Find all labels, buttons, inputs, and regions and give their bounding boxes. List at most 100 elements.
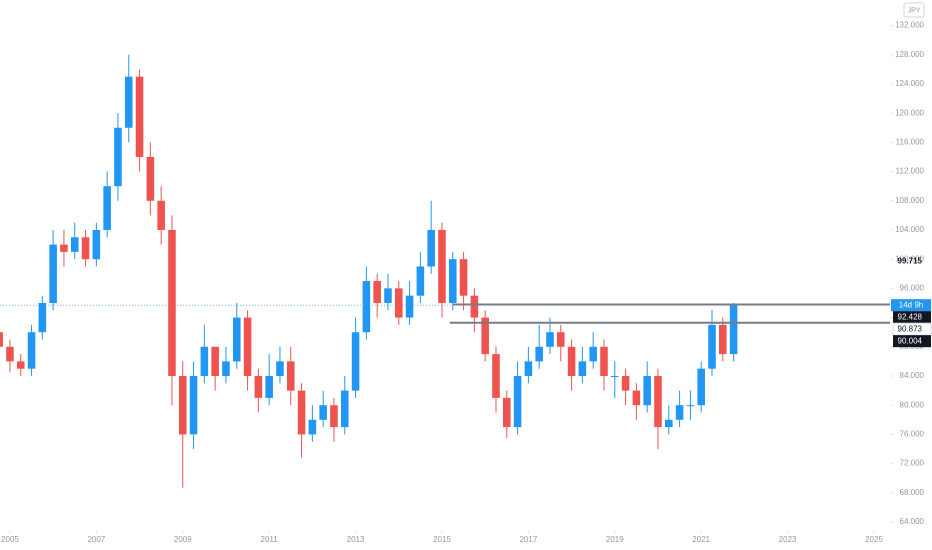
- y-tick-label: 112.000: [896, 167, 925, 176]
- y-tick-label: 128.000: [895, 50, 924, 59]
- y-tick-label: 104.000: [895, 225, 924, 234]
- candle-body: [697, 368, 705, 406]
- candle-body: [600, 346, 608, 376]
- candle-body: [459, 259, 468, 296]
- y-tick-label: 72.000: [900, 459, 925, 468]
- candle-body: [557, 332, 565, 347]
- candle-body: [276, 361, 284, 376]
- candle-body: [621, 375, 630, 391]
- price-badge: [893, 311, 931, 324]
- candle-body: [200, 346, 209, 376]
- candle-body: [49, 244, 57, 303]
- candle-body: [362, 281, 371, 333]
- candle-body: [535, 346, 543, 362]
- candle-body: [438, 229, 446, 303]
- candle-body: [211, 346, 219, 376]
- candle-body: [481, 317, 489, 355]
- y-tick-label: 124.000: [895, 79, 924, 88]
- x-tick-label: 2021: [692, 535, 710, 544]
- candle-body: [330, 405, 338, 428]
- y-tick-label: 64.000: [900, 517, 925, 526]
- candle-body: [265, 375, 273, 398]
- countdown-label: 14d 9h: [899, 300, 923, 309]
- candle-body: [470, 295, 479, 318]
- candle-body: [114, 127, 122, 187]
- candle-body: [384, 288, 392, 303]
- y-tick-label: 68.000: [900, 488, 925, 497]
- candle-body: [373, 281, 381, 303]
- x-tick-label: 2019: [606, 535, 624, 544]
- candle-body: [70, 237, 79, 252]
- candle-body: [103, 186, 111, 230]
- candle-body: [578, 361, 587, 376]
- price-label: 90.004: [898, 336, 923, 345]
- candle-body: [394, 288, 403, 318]
- y-tick-label: 100.000: [895, 254, 924, 263]
- candle-body: [675, 405, 684, 420]
- candle-body: [719, 324, 727, 355]
- candle-body: [16, 361, 25, 369]
- y-tick-label: 132.000: [895, 21, 924, 30]
- candle-body: [405, 295, 414, 318]
- candle-body: [416, 266, 425, 296]
- x-tick-label: 2011: [261, 535, 279, 544]
- currency: JPY: [908, 7, 921, 14]
- price-label: 92.428: [898, 312, 923, 321]
- x-tick-label: 2005: [1, 535, 19, 544]
- candle-body: [319, 405, 327, 420]
- x-tick-label: 2009: [174, 535, 192, 544]
- y-tick-label: 84.000: [900, 371, 925, 380]
- candle-body: [448, 259, 457, 303]
- y-tick-label: 96.000: [900, 283, 925, 292]
- candle-body: [546, 332, 554, 347]
- candle-body: [297, 390, 306, 435]
- x-tick-label: 2013: [347, 535, 365, 544]
- candle-body: [524, 361, 533, 376]
- candle-body: [189, 375, 198, 435]
- candle-body: [243, 317, 252, 376]
- y-tick-label: 108.000: [895, 196, 924, 205]
- x-tick-label: 2017: [519, 535, 537, 544]
- x-tick-label: 2015: [433, 535, 451, 544]
- candle-body: [81, 237, 90, 260]
- candle-body: [611, 375, 619, 377]
- candle-body: [686, 405, 695, 407]
- candle-body: [92, 229, 101, 260]
- y-tick-label: 76.000: [900, 430, 925, 439]
- candle-body: [729, 305, 738, 355]
- candle-body: [135, 76, 144, 157]
- candle-body: [178, 375, 187, 435]
- price-badge: [893, 335, 931, 348]
- candle-body: [427, 229, 435, 267]
- candle-body: [0, 332, 3, 347]
- candle-body: [232, 317, 241, 362]
- candle-body: [654, 375, 662, 428]
- candle-body: [492, 354, 500, 398]
- candle-body: [146, 156, 155, 201]
- candle-body: [351, 332, 360, 391]
- candle-body: [503, 397, 511, 428]
- candle-body: [38, 302, 47, 333]
- currency-badge[interactable]: [903, 2, 925, 18]
- candle-body: [157, 200, 165, 230]
- candle-body: [286, 361, 295, 391]
- y-tick-label: 116.000: [896, 137, 925, 146]
- candle-body: [632, 390, 641, 406]
- candle-body: [513, 375, 522, 428]
- candle-body: [124, 76, 133, 128]
- candle-body: [168, 229, 176, 376]
- candle-body: [665, 419, 673, 428]
- candle-body: [6, 346, 14, 362]
- candle-body: [708, 324, 716, 369]
- candle-body: [589, 346, 597, 362]
- x-tick-label: 2023: [779, 535, 797, 544]
- candle-body: [567, 346, 576, 376]
- candle-body: [60, 244, 68, 252]
- y-tick-label: 120.000: [895, 108, 924, 117]
- x-tick-label: 2025: [865, 535, 883, 544]
- candle-body: [222, 361, 230, 376]
- candle-body: [308, 419, 317, 435]
- candle-body: [340, 390, 349, 428]
